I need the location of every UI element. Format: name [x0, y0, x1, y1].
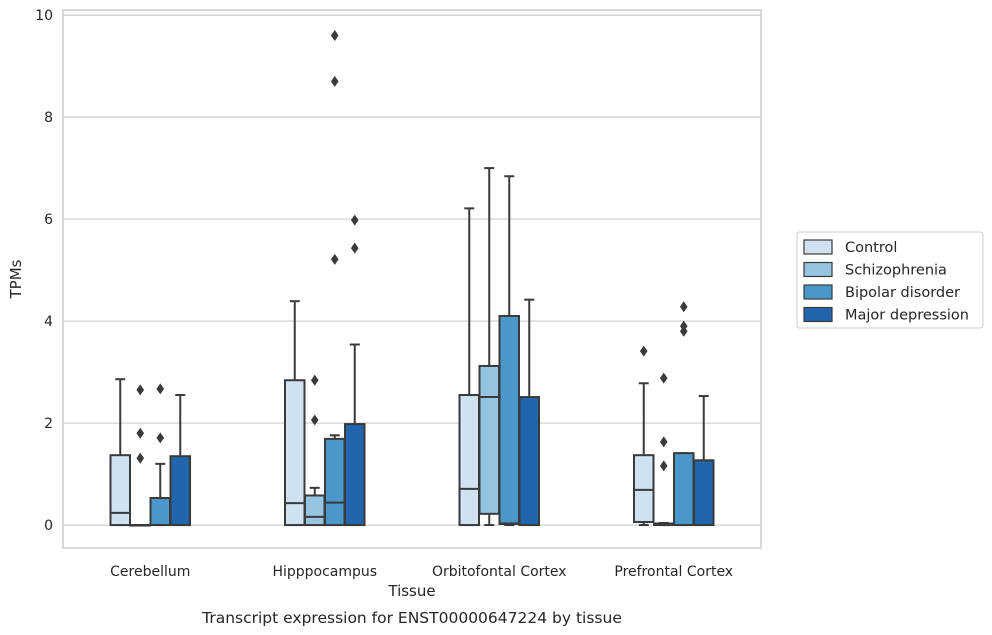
box-major-depression	[693, 395, 715, 527]
x-tick-label: Cerebellum	[110, 564, 190, 580]
boxes	[109, 29, 715, 527]
box-bipolar-disorder	[324, 29, 346, 527]
box-major-depression	[518, 298, 540, 527]
outlier-point	[136, 427, 145, 439]
outlier-point	[156, 432, 165, 444]
grid-lines	[63, 14, 761, 526]
outlier-point	[350, 242, 359, 254]
box-iqr	[478, 364, 500, 515]
legend-swatch	[803, 306, 833, 323]
legend: Control Schizophrenia Bipolar disorder Majo…	[796, 231, 984, 329]
y-tick-label: 8	[44, 110, 53, 126]
outlier-point	[330, 29, 339, 41]
outlier-point	[136, 384, 145, 396]
legend-swatch	[803, 284, 833, 300]
outlier-point	[679, 301, 688, 313]
box-control	[109, 378, 131, 527]
legend-label: Schizophrenia	[845, 263, 947, 279]
outlier-point	[310, 374, 319, 386]
x-tick-label: Orbitofontal Cortex	[432, 564, 567, 580]
box-iqr	[673, 452, 695, 527]
outlier-point	[156, 383, 165, 395]
box-control	[458, 207, 480, 527]
y-tick-label: 6	[44, 212, 53, 228]
outlier-point	[659, 372, 668, 384]
legend-label: Major depression	[845, 308, 969, 324]
y-tick-labels: 0 2 4 6 8 10	[35, 8, 53, 534]
outlier-point	[659, 460, 668, 472]
legend-label: Control	[845, 240, 897, 256]
y-tick-label: 0	[44, 518, 53, 534]
outlier-point	[350, 214, 359, 226]
plot-area	[62, 9, 762, 549]
outlier-point	[659, 436, 668, 448]
outlier-point	[330, 253, 339, 265]
box-iqr	[324, 437, 346, 527]
box-iqr	[693, 459, 715, 527]
box-iqr	[284, 379, 306, 527]
box-bipolar-disorder	[673, 301, 695, 527]
box-iqr	[633, 454, 655, 523]
box-iqr	[169, 455, 191, 527]
legend-swatch	[803, 261, 833, 278]
outlier-point	[136, 452, 145, 464]
y-tick-label: 2	[44, 416, 53, 432]
box-schizophrenia	[653, 372, 675, 527]
box-iqr	[498, 314, 520, 526]
box-bipolar-disorder	[149, 383, 171, 527]
outlier-point	[679, 320, 688, 332]
box-iqr	[344, 423, 366, 527]
box-schizophrenia	[129, 384, 151, 527]
box-iqr	[304, 494, 326, 527]
legend-label: Bipolar disorder	[845, 285, 960, 301]
box-control	[633, 345, 655, 527]
x-axis-label: Tissue	[387, 582, 435, 600]
box-schizophrenia	[478, 167, 500, 527]
chart-caption: Transcript expression for ENST0000064722…	[201, 609, 622, 627]
box-iqr	[458, 394, 480, 527]
outlier-point	[310, 414, 319, 426]
y-tick-label: 10	[35, 8, 53, 24]
box-bipolar-disorder	[498, 175, 520, 527]
box-iqr	[518, 396, 540, 527]
x-tick-label: Hipppocampus	[272, 564, 377, 580]
outlier-point	[639, 345, 648, 357]
box-major-depression	[344, 214, 366, 527]
legend-frame	[796, 231, 984, 329]
box-control	[284, 300, 306, 527]
x-tick-labels: Cerebellum Hipppocampus Orbitofontal Corte…	[110, 564, 733, 580]
box-major-depression	[169, 394, 191, 527]
box-schizophrenia	[304, 374, 326, 527]
box-iqr	[149, 497, 171, 527]
legend-swatch	[803, 239, 833, 255]
y-tick-label: 4	[44, 314, 53, 330]
x-tick-label: Prefrontal Cortex	[614, 564, 733, 580]
y-axis-label: TPMs	[7, 259, 25, 299]
box-iqr	[109, 454, 131, 527]
outlier-point	[330, 75, 339, 87]
